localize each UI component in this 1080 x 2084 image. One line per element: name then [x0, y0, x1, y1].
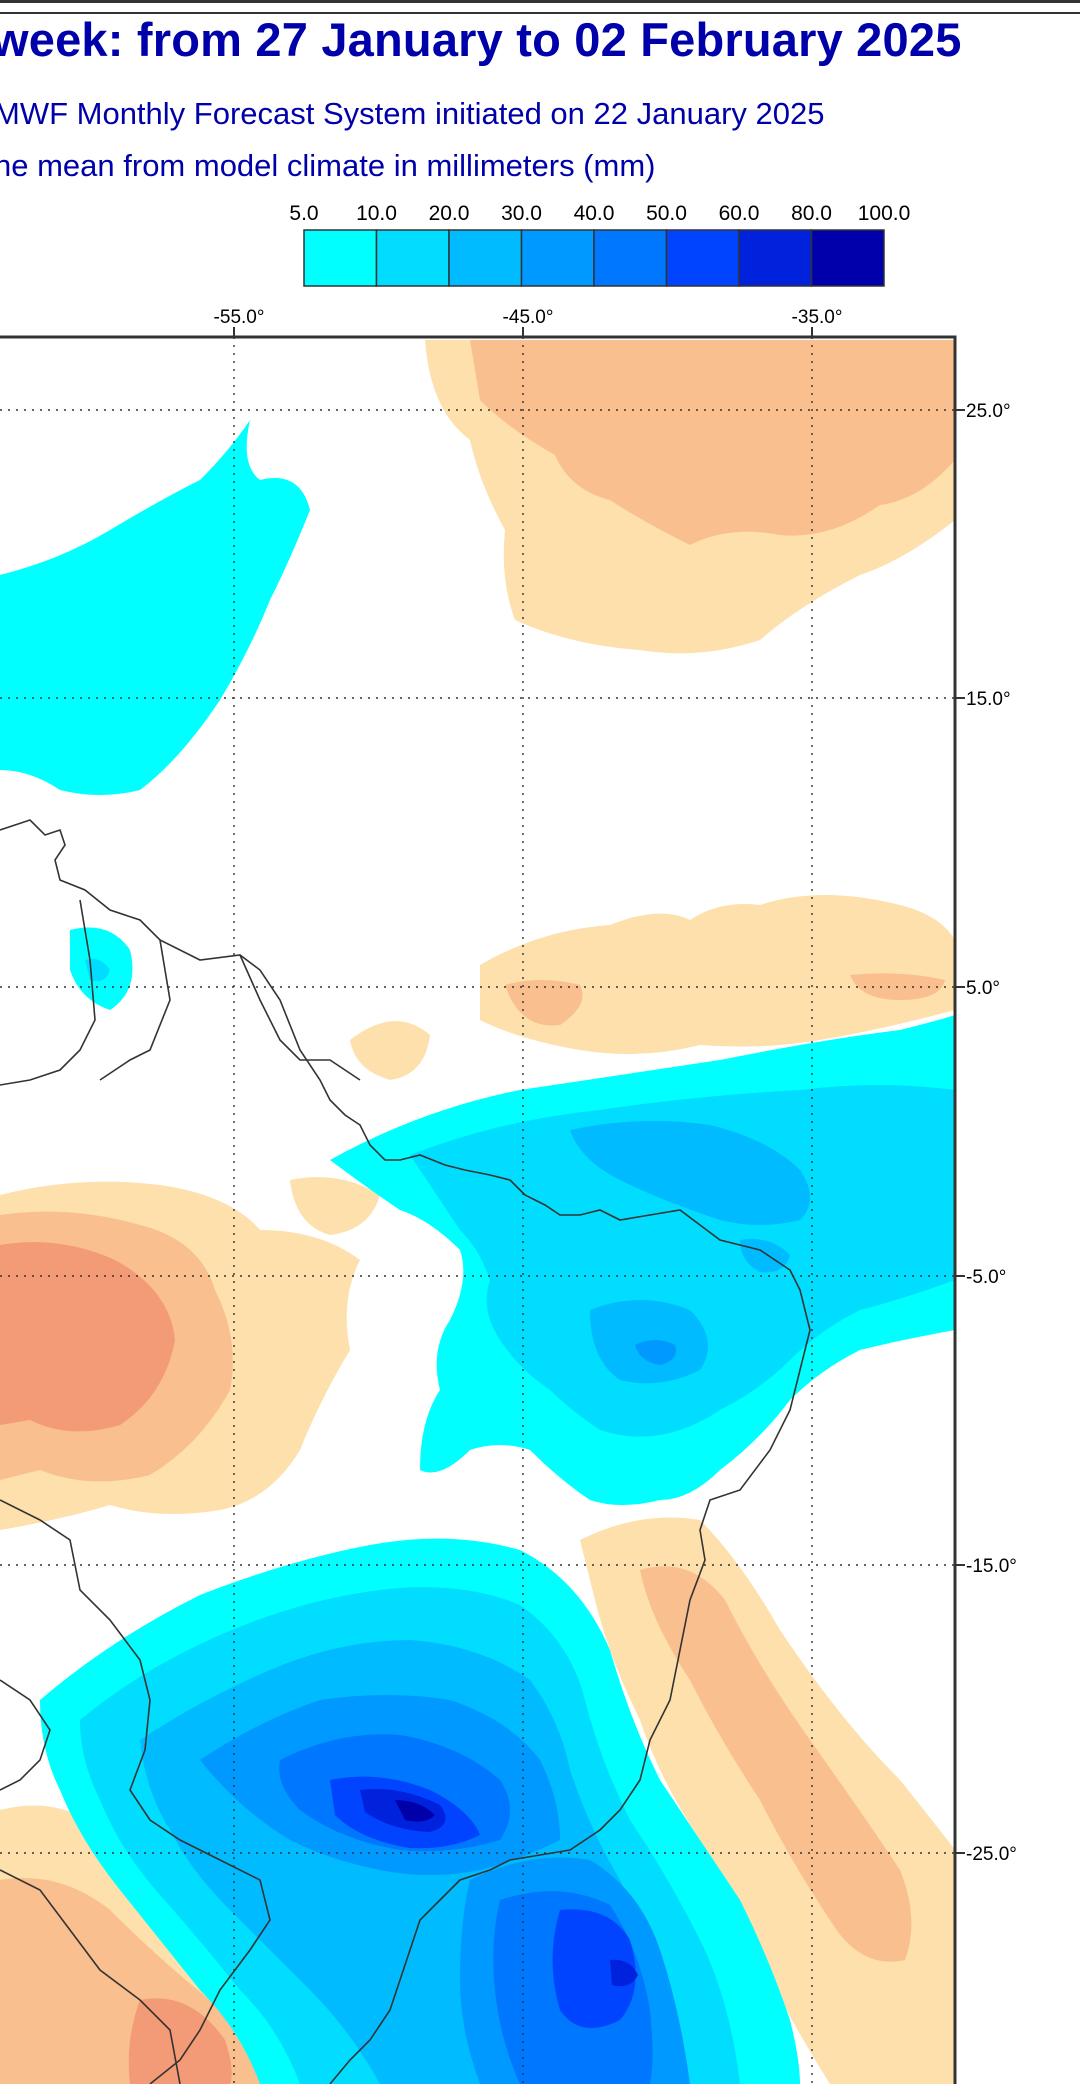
colorbar-label: 30.0 — [501, 202, 542, 225]
axis-ticks — [233, 327, 965, 1854]
colorbar-label: 100.0 — [858, 202, 911, 225]
colorbar-label: 20.0 — [429, 202, 470, 225]
anomaly-units-subtitle: ne mean from model climate in millimeter… — [0, 148, 656, 183]
map-title: week: from 27 January to 02 February 202… — [0, 13, 962, 66]
colorbar-swatch — [303, 229, 378, 287]
colorbar-swatch — [738, 229, 813, 287]
map-frame — [0, 335, 957, 2084]
dry-anomaly-areas — [0, 340, 955, 2084]
lon-label-35w: -35.0° — [792, 307, 843, 328]
colorbar-label: 10.0 — [356, 202, 397, 225]
top-border-rule — [0, 0, 1080, 14]
colorbar-label: 5.0 — [289, 202, 318, 225]
lat-label-15n: 15.0° — [966, 689, 1011, 710]
lat-label-25s: -25.0° — [966, 1844, 1017, 1865]
land-borders — [0, 819, 811, 2084]
lat-label-5n: 5.0° — [966, 978, 1000, 999]
lat-label-25n: 25.0° — [966, 401, 1011, 422]
colorbar-swatch — [810, 229, 885, 287]
colorbar-swatch — [520, 229, 595, 287]
lat-label-15s: -15.0° — [966, 1556, 1017, 1577]
precipitation-colorbar: 5.0 10.0 20.0 30.0 40.0 50.0 60.0 80.0 100.0 — [289, 202, 911, 287]
colorbar-label: 50.0 — [646, 202, 687, 225]
colorbar-label: 80.0 — [791, 202, 832, 225]
colorbar-label: 60.0 — [719, 202, 760, 225]
lon-label-55w: -55.0° — [214, 307, 265, 328]
wet-anomaly-areas — [0, 420, 955, 2084]
colorbar-label: 40.0 — [574, 202, 615, 225]
lat-label-5s: -5.0° — [966, 1267, 1006, 1288]
forecast-system-subtitle: MWF Monthly Forecast System initiated on… — [0, 96, 825, 131]
lon-label-45w: -45.0° — [503, 307, 554, 328]
graticule — [0, 337, 955, 2084]
